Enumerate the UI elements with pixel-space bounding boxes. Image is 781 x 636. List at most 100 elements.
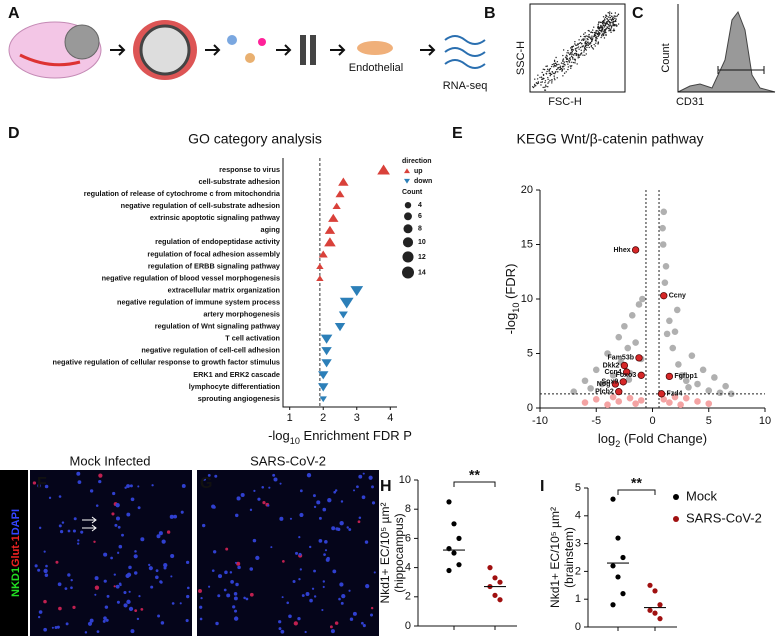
nucleus bbox=[179, 602, 182, 605]
background-point bbox=[678, 372, 686, 379]
y-tick-label: 4 bbox=[405, 562, 411, 574]
dot bbox=[492, 592, 498, 598]
legend-label: up bbox=[414, 168, 423, 175]
flow-dot bbox=[604, 29, 607, 31]
nucleus bbox=[288, 614, 292, 619]
nucleus bbox=[44, 484, 49, 489]
flow-dot bbox=[559, 66, 562, 69]
flow-dot bbox=[610, 24, 612, 26]
flow-dot bbox=[607, 23, 610, 26]
nucleus bbox=[57, 582, 62, 587]
flow-dot bbox=[571, 52, 573, 54]
flow-dot bbox=[582, 45, 585, 47]
y-axis-label: -log10 (FDR) bbox=[503, 264, 521, 335]
flow-dot bbox=[577, 43, 579, 46]
flow-dot bbox=[568, 53, 571, 56]
term-label: negative regulation of cellular response… bbox=[53, 358, 280, 367]
flow-dot bbox=[540, 81, 542, 84]
nucleus bbox=[202, 477, 206, 481]
gene-point bbox=[665, 372, 674, 381]
cell bbox=[245, 53, 255, 63]
flow-dot bbox=[599, 29, 602, 32]
flow-dot bbox=[608, 24, 610, 27]
flow-dot bbox=[598, 31, 600, 34]
flow-dot bbox=[583, 33, 585, 35]
low-point bbox=[609, 393, 617, 401]
flow-dot bbox=[614, 24, 616, 27]
flow-dot bbox=[614, 19, 617, 22]
flow-dot bbox=[551, 78, 553, 81]
nucleus bbox=[325, 557, 330, 562]
flow-dot bbox=[546, 65, 548, 67]
stain-strip bbox=[0, 470, 28, 636]
go-term-mark bbox=[318, 250, 328, 258]
nucleus bbox=[98, 479, 102, 484]
flow-dot bbox=[602, 26, 604, 28]
flow-dot bbox=[593, 43, 595, 46]
flow-dot bbox=[601, 33, 604, 35]
nucleus bbox=[279, 482, 282, 485]
gene-label: Plcb2 bbox=[595, 388, 614, 395]
flow-dot bbox=[572, 45, 575, 47]
arrows bbox=[82, 516, 97, 532]
flow-dot bbox=[597, 23, 599, 26]
flow-dot bbox=[583, 46, 586, 48]
nucleus bbox=[225, 547, 229, 551]
nucleus bbox=[252, 538, 257, 543]
nucleus bbox=[114, 523, 118, 527]
flow-dot bbox=[546, 68, 549, 71]
nucleus bbox=[136, 617, 140, 621]
micrograph bbox=[197, 470, 379, 636]
nucleus bbox=[59, 530, 64, 534]
background-point bbox=[699, 366, 707, 374]
flow-dot bbox=[604, 16, 607, 19]
nucleus bbox=[298, 577, 301, 581]
nucleus bbox=[240, 493, 245, 498]
flow-dot bbox=[584, 41, 586, 44]
nucleus bbox=[117, 525, 121, 529]
nucleus bbox=[313, 595, 317, 598]
nucleus bbox=[126, 484, 130, 488]
significance: ** bbox=[631, 475, 642, 491]
nucleus bbox=[185, 618, 189, 623]
y-tick-label: 3 bbox=[575, 538, 581, 550]
flow-dot bbox=[609, 14, 611, 17]
term-label: response to virus bbox=[219, 165, 280, 174]
flow-dot bbox=[617, 23, 620, 25]
nucleus bbox=[331, 526, 336, 531]
x-tick-label: 1 bbox=[287, 412, 293, 424]
background-point bbox=[587, 385, 594, 392]
legend-title: Count bbox=[402, 189, 423, 196]
nucleus bbox=[297, 616, 301, 621]
nucleus bbox=[243, 596, 246, 600]
term-label: extrinsic apoptotic signaling pathway bbox=[150, 213, 281, 222]
background-point bbox=[727, 390, 735, 398]
column bbox=[310, 35, 316, 65]
label-part: log bbox=[598, 431, 615, 446]
gene-label: Fgfbp1 bbox=[674, 373, 697, 380]
nucleus bbox=[158, 531, 163, 536]
significance-bracket bbox=[453, 481, 496, 487]
flow-dot bbox=[556, 77, 558, 79]
nucleus bbox=[364, 540, 369, 544]
nucleus bbox=[214, 474, 218, 478]
panel-label: D bbox=[8, 125, 20, 142]
x-tick-label: 0 bbox=[649, 415, 655, 427]
legend-label: SARS-CoV-2 bbox=[686, 510, 762, 525]
flow-dot bbox=[535, 82, 538, 84]
flow-axis-c bbox=[677, 4, 775, 93]
flow-dot bbox=[581, 45, 583, 48]
nucleus bbox=[299, 568, 302, 571]
size-key bbox=[404, 202, 412, 209]
nucleus bbox=[348, 589, 351, 592]
nucleus bbox=[103, 579, 107, 583]
flow-dot bbox=[560, 62, 563, 64]
nucleus bbox=[115, 516, 120, 521]
flow-dot bbox=[591, 35, 593, 37]
dot bbox=[610, 496, 616, 502]
nucleus bbox=[150, 585, 154, 589]
y-tick-label: 5 bbox=[575, 482, 581, 494]
nucleus bbox=[281, 596, 284, 599]
flow-dot bbox=[611, 22, 614, 24]
flow-dot bbox=[566, 57, 568, 60]
